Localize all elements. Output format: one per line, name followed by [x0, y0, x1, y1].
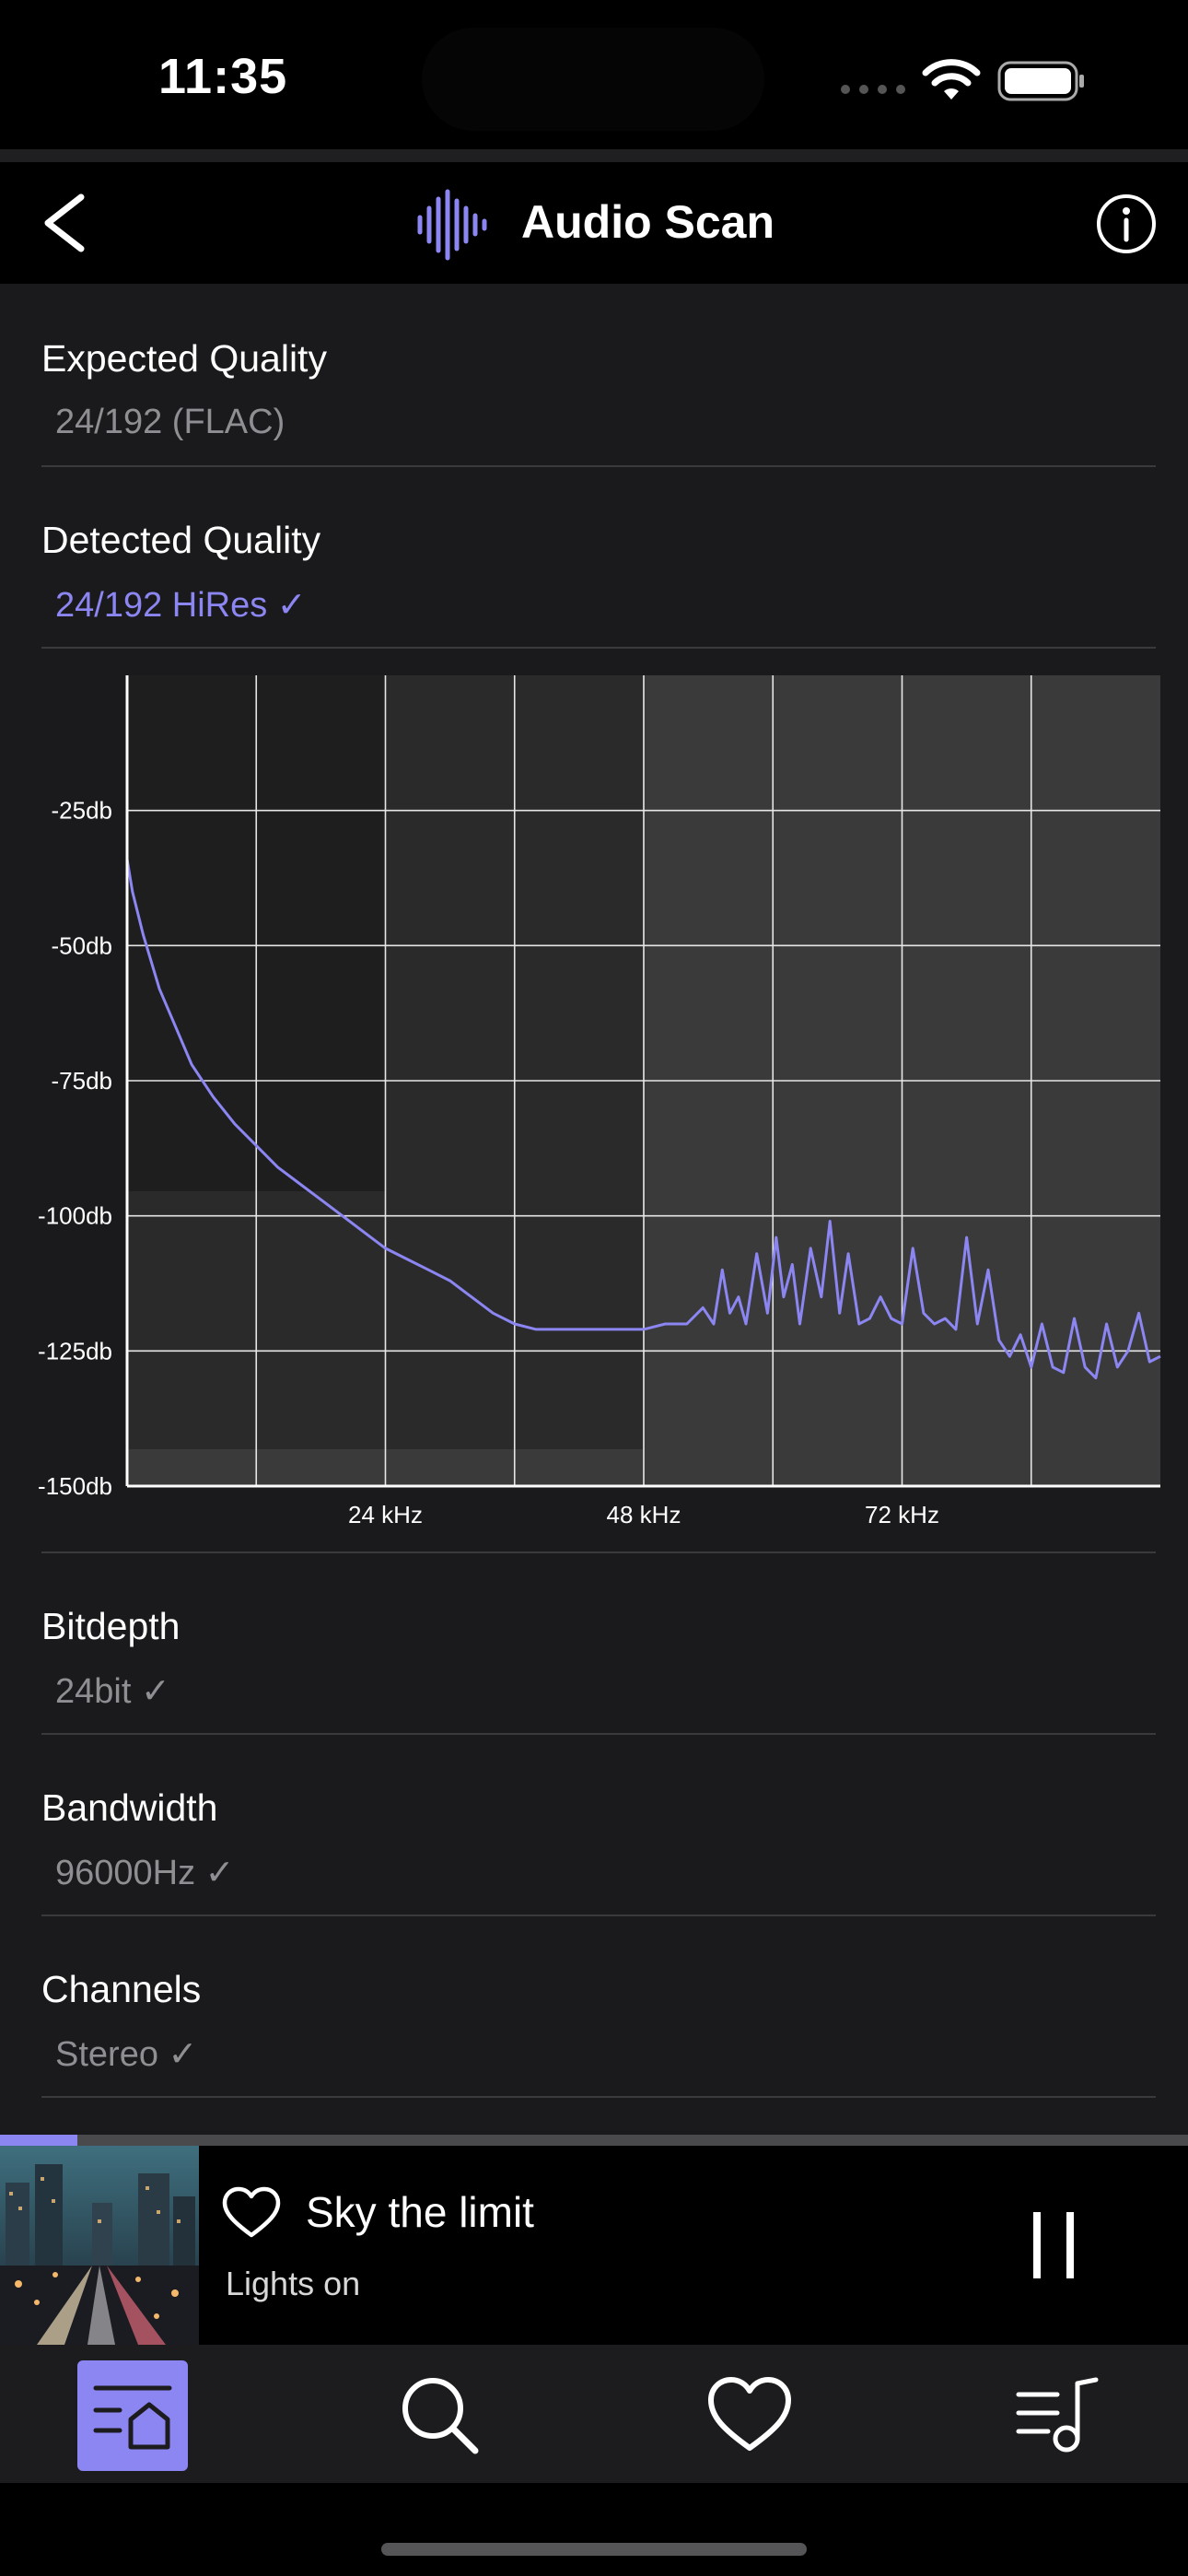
y-tick-label: -50db — [52, 931, 113, 959]
home-list-icon — [93, 2385, 172, 2450]
dynamic-island — [422, 28, 764, 131]
detected-quality-label: Detected Quality — [41, 519, 321, 561]
divider — [41, 1914, 1156, 1916]
y-tick-label: -25db — [52, 797, 113, 825]
playlist-icon — [1016, 2377, 1099, 2453]
heart-icon — [708, 2377, 791, 2451]
detected-quality-value: 24/192 HiRes ✓ — [55, 586, 307, 625]
header-separator — [0, 149, 1188, 162]
divider — [41, 465, 1156, 467]
track-artist[interactable]: Lights on — [226, 2265, 361, 2302]
x-tick-label: 48 kHz — [607, 1501, 681, 1528]
tab-search[interactable] — [385, 2360, 495, 2471]
spectrum-chart: -25db -50db -75db -100db -125db -150db 24 kHz… — [38, 675, 1161, 1528]
tab-home[interactable] — [77, 2360, 188, 2471]
back-button[interactable] — [28, 181, 111, 265]
page-title: Audio Scan — [521, 196, 775, 248]
tab-queue[interactable] — [1002, 2360, 1112, 2471]
x-tick-label: 24 kHz — [348, 1501, 423, 1528]
channels-value: Stereo ✓ — [55, 2035, 198, 2074]
chart-grid — [127, 675, 1160, 1486]
channels-label: Channels — [41, 1968, 202, 2010]
signal-icon — [841, 85, 905, 94]
album-artwork[interactable] — [0, 2146, 199, 2345]
tab-bar — [0, 2345, 1188, 2483]
expected-quality-label: Expected Quality — [41, 337, 327, 380]
y-tick-label: -100db — [38, 1202, 112, 1230]
bandwidth-value: 96000Hz ✓ — [55, 1854, 235, 1892]
divider — [41, 1733, 1156, 1735]
divider — [41, 1551, 1156, 1553]
divider — [41, 647, 1156, 649]
wifi-icon — [922, 59, 981, 100]
bitdepth-label: Bitdepth — [41, 1605, 181, 1647]
y-tick-label: -150db — [38, 1472, 112, 1500]
info-button[interactable] — [1094, 192, 1159, 256]
y-tick-label: -125db — [38, 1337, 112, 1364]
track-title[interactable]: Sky the limit — [306, 2188, 534, 2236]
pause-button[interactable] — [1026, 2207, 1081, 2284]
search-icon — [402, 2378, 479, 2454]
status-time: 11:35 — [158, 49, 288, 104]
playback-progress-track[interactable] — [0, 2135, 1188, 2146]
divider — [41, 2096, 1156, 2098]
expected-quality-value: 24/192 (FLAC) — [55, 403, 285, 441]
playback-progress-fill — [0, 2135, 77, 2146]
y-tick-label: -75db — [52, 1067, 113, 1095]
x-tick-label: 72 kHz — [865, 1501, 939, 1528]
home-indicator-area — [0, 2483, 1188, 2576]
spectrum-line — [125, 859, 1161, 1380]
home-indicator[interactable] — [381, 2543, 807, 2556]
tab-favorites[interactable] — [694, 2360, 805, 2471]
bitdepth-value: 24bit ✓ — [55, 1672, 170, 1711]
waveform-logo-icon — [417, 189, 487, 261]
battery-icon — [997, 61, 1084, 101]
bandwidth-label: Bandwidth — [41, 1786, 218, 1829]
navigation-bar — [0, 162, 1188, 284]
heart-button[interactable] — [221, 2185, 282, 2242]
